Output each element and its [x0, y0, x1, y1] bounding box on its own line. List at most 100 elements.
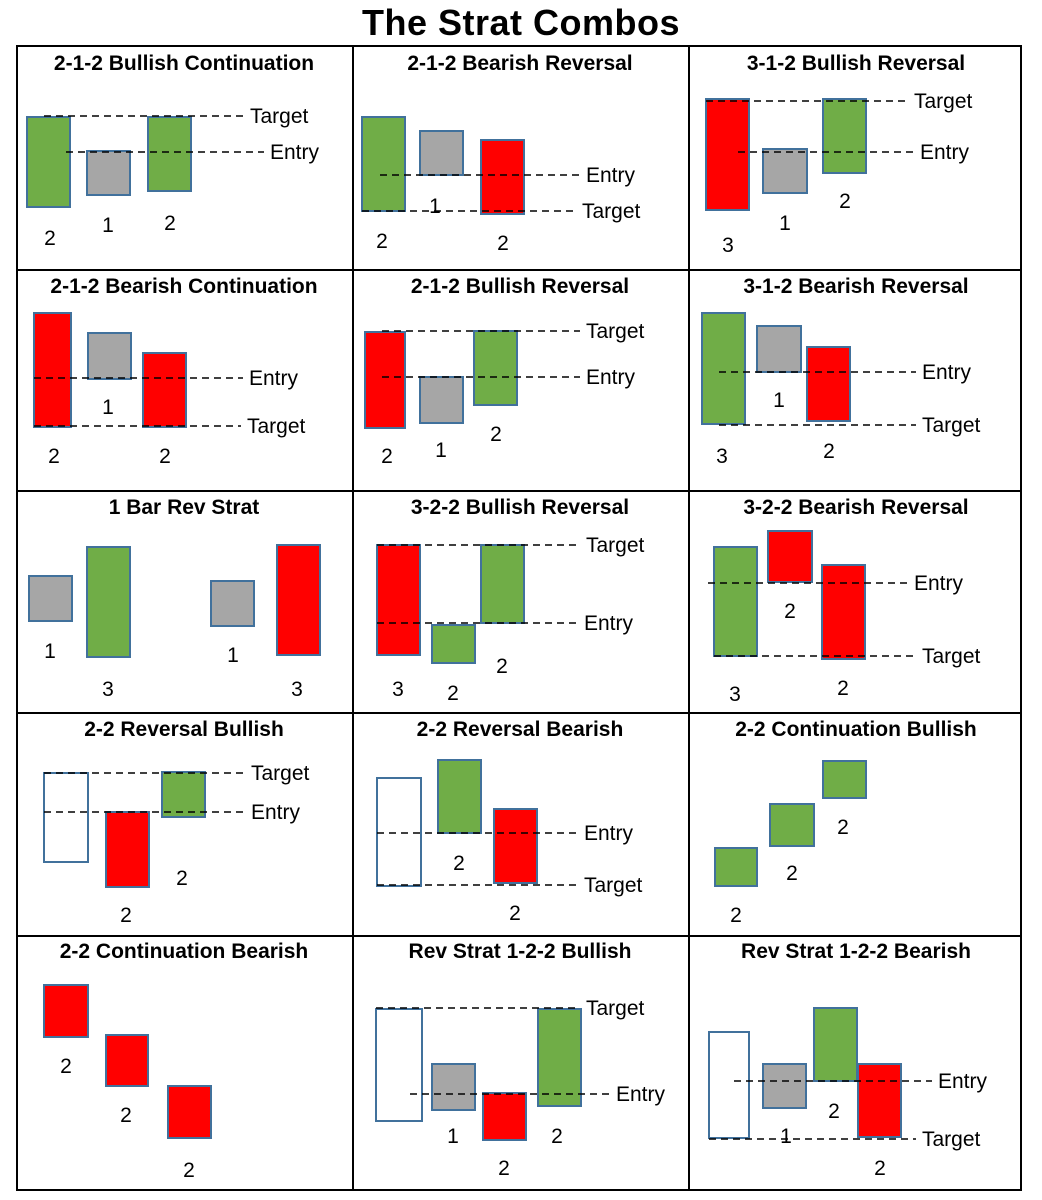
inside-bar-candle	[762, 148, 808, 194]
target-label: Target	[586, 997, 645, 1020]
candle-number-label: 2	[120, 904, 132, 927]
grid-divider	[352, 47, 354, 1189]
target-label: Target	[582, 200, 641, 223]
target-label: Target	[586, 534, 645, 557]
red-candle	[167, 1085, 212, 1139]
red-candle	[276, 544, 321, 656]
candle-number-label: 2	[837, 677, 849, 700]
panel-title: 3-2-2 Bullish Reversal	[410, 496, 630, 519]
panel-title: 3-2-2 Bearish Reversal	[743, 496, 969, 519]
red-candle	[806, 346, 851, 422]
candle-number-label: 2	[496, 655, 508, 678]
entry-label: Entry	[586, 164, 636, 187]
page-title: The Strat Combos	[361, 2, 681, 43]
candle-number-label: 2	[509, 902, 521, 925]
candle-number-label: 2	[44, 227, 56, 250]
inside-bar-candle	[86, 150, 131, 196]
entry-label: Entry	[586, 366, 636, 389]
candle-number-label: 2	[490, 423, 502, 446]
candle-number-label: 1	[780, 1125, 792, 1148]
candle-number-label: 2	[839, 190, 851, 213]
grid-divider	[18, 935, 1020, 937]
panel-title: 3-1-2 Bearish Reversal	[743, 275, 969, 298]
green-candle	[480, 544, 525, 624]
panel-title: 3-1-2 Bullish Reversal	[746, 52, 966, 75]
panel-title: Rev Strat 1-2-2 Bearish	[741, 940, 971, 963]
red-candle	[33, 312, 72, 428]
panel-title: 2-2 Continuation Bullish	[735, 718, 977, 741]
inside-bar-candle	[87, 332, 132, 380]
candle-number-label: 3	[392, 678, 404, 701]
candle-number-label: 1	[447, 1125, 459, 1148]
green-candle	[361, 116, 406, 212]
candle-number-label: 1	[227, 644, 239, 667]
panel-title: 1 Bar Rev Strat	[108, 496, 260, 519]
candle-number-label: 2	[786, 862, 798, 885]
green-candle	[537, 1008, 582, 1107]
red-candle	[480, 139, 525, 215]
target-label: Target	[914, 90, 973, 113]
red-candle	[705, 98, 750, 211]
candle-number-label: 2	[497, 232, 509, 255]
panel-title: 2-1-2 Bullish Continuation	[53, 52, 315, 75]
green-candle	[86, 546, 131, 658]
grid-divider	[688, 47, 690, 1189]
candle-number-label: 1	[435, 439, 447, 462]
candle-number-label: 3	[716, 445, 728, 468]
entry-label: Entry	[922, 361, 972, 384]
candle-number-label: 2	[381, 445, 393, 468]
panel-title: 2-2 Reversal Bullish	[84, 718, 284, 741]
target-label: Target	[922, 645, 981, 668]
hollow-candle	[43, 772, 89, 863]
candle-number-label: 1	[429, 195, 441, 218]
entry-label: Entry	[584, 822, 634, 845]
green-candle	[813, 1007, 858, 1082]
candle-number-label: 2	[784, 600, 796, 623]
green-candle	[822, 760, 867, 799]
panel-title: 2-2 Continuation Bearish	[59, 940, 309, 963]
red-candle	[376, 544, 421, 656]
inside-bar-candle	[431, 1063, 476, 1111]
candle-number-label: 1	[779, 212, 791, 235]
candle-number-label: 3	[729, 683, 741, 706]
hollow-candle	[375, 1008, 423, 1122]
candle-number-label: 2	[120, 1104, 132, 1127]
target-label: Target	[250, 105, 309, 128]
panel-title: Rev Strat 1-2-2 Bullish	[408, 940, 632, 963]
hollow-candle	[376, 777, 422, 887]
entry-label: Entry	[249, 367, 299, 390]
candle-number-label: 2	[823, 440, 835, 463]
green-candle	[822, 98, 867, 174]
candle-number-label: 1	[102, 214, 114, 237]
candle-number-label: 2	[498, 1157, 510, 1180]
entry-label: Entry	[920, 141, 970, 164]
red-candle	[142, 352, 187, 428]
panel-title: 2-2 Reversal Bearish	[416, 718, 624, 741]
red-candle	[105, 1034, 149, 1087]
green-candle	[161, 771, 206, 818]
candle-number-label: 2	[874, 1157, 886, 1180]
green-candle	[713, 546, 758, 657]
candle-number-label: 3	[291, 678, 303, 701]
candle-number-label: 2	[48, 445, 60, 468]
target-label: Target	[586, 320, 645, 343]
candle-number-label: 2	[159, 445, 171, 468]
candle-number-label: 2	[164, 212, 176, 235]
red-candle	[767, 530, 813, 583]
green-candle	[769, 803, 815, 847]
panel-title: 2-1-2 Bearish Reversal	[407, 52, 633, 75]
entry-label: Entry	[270, 141, 320, 164]
red-candle	[43, 984, 89, 1038]
entry-label: Entry	[584, 612, 634, 635]
candle-number-label: 3	[722, 234, 734, 257]
panel-title: 2-1-2 Bullish Reversal	[410, 275, 630, 298]
grid-divider	[18, 269, 1020, 271]
panel-title: 2-1-2 Bearish Continuation	[50, 275, 318, 298]
candle-number-label: 2	[183, 1159, 195, 1182]
candle-number-label: 2	[828, 1100, 840, 1123]
green-candle	[431, 624, 476, 664]
target-label: Target	[247, 415, 306, 438]
red-candle	[821, 564, 866, 660]
target-label: Target	[922, 414, 981, 437]
